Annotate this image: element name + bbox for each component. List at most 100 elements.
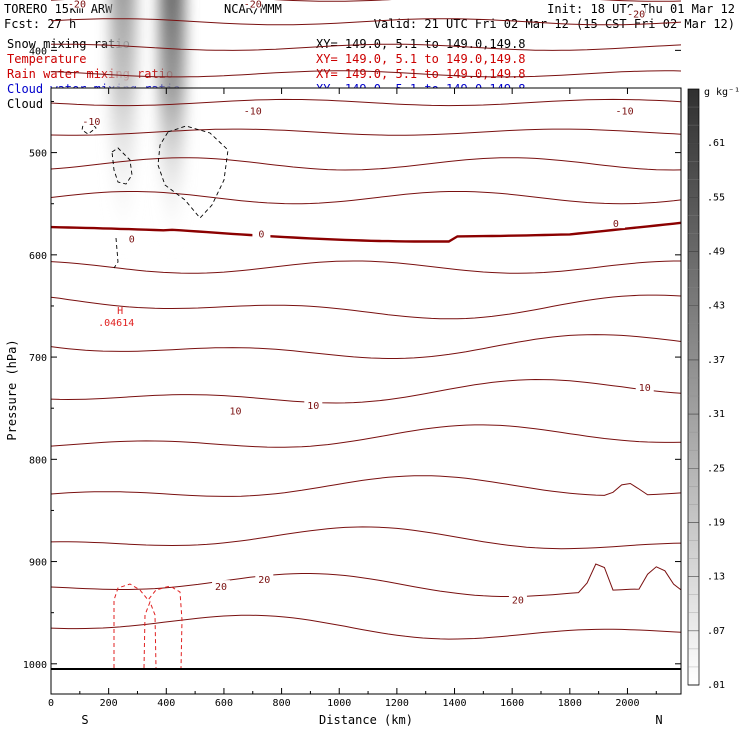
- isotherm-label-bg: [226, 404, 245, 416]
- isotherm: [50, 98, 682, 107]
- y-tick-label: 500: [29, 149, 47, 160]
- x-tick-label: 1000: [327, 698, 351, 709]
- isotherm-label-bg: [243, 104, 262, 116]
- axes: 0200400600800100012001400160018002000200…: [23, 46, 681, 709]
- ice-contour: [157, 125, 229, 219]
- colorbar-label: .31: [707, 409, 725, 420]
- colorbar-label: .61: [707, 138, 725, 149]
- x-tick-label: 800: [273, 698, 291, 709]
- isotherm-label-bg: [252, 227, 271, 239]
- valid-time: Valid: 21 UTC Fri 02 Mar 12 (15 CST Fri …: [374, 17, 735, 31]
- center-name: NCAR/MMM: [224, 2, 282, 16]
- y-tick-label: 600: [29, 251, 47, 262]
- y-tick-label: 900: [29, 558, 47, 569]
- isotherm-label: -10: [616, 107, 634, 118]
- snow-column: [159, 0, 186, 255]
- forecast-hour: Fcst: 27 h: [4, 17, 76, 31]
- y-axis-label: Pressure (hPa): [5, 339, 19, 440]
- isotherm-label-bg: [67, 0, 86, 9]
- contour-labels: -30-30-20-20-20-10-10-10000101010202020H…: [67, 0, 654, 606]
- x-tick-label: 1200: [385, 698, 409, 709]
- y-tick-label: 1000: [23, 660, 47, 671]
- colorbar-unit: g kg⁻¹: [704, 87, 740, 98]
- colorbar-label: .13: [707, 572, 725, 583]
- legend-field-xy: XY= 149.0, 5.1 to 149.0,149.8: [316, 52, 526, 66]
- isotherm-label-bg: [635, 380, 654, 392]
- isotherm-label: 20: [258, 575, 270, 586]
- isotherm: [50, 424, 682, 448]
- isotherm-label-bg: [82, 114, 101, 126]
- colorbar-ramp: [687, 88, 700, 686]
- maximum-value: .04614: [98, 318, 134, 329]
- plot-frame: [50, 87, 682, 695]
- isotherm-label: -20: [627, 10, 645, 21]
- colorbar-label: .25: [707, 463, 725, 474]
- x-tick-label: 400: [157, 698, 175, 709]
- x-tick-label: 1600: [500, 698, 524, 709]
- ice-contour: [111, 147, 133, 185]
- isotherm-label: 10: [639, 383, 651, 394]
- x-tick-label: 2000: [615, 698, 639, 709]
- isotherm: [50, 43, 682, 51]
- isotherm: [50, 260, 681, 274]
- isotherm-label-bg: [212, 580, 231, 592]
- header: TORERO 15km ARW NCAR/MMM Init: 18 UTC Th…: [4, 2, 735, 31]
- legend-field-label: Temperature: [7, 52, 86, 66]
- x-tick-label: 1800: [558, 698, 582, 709]
- colorbar-label: .19: [707, 517, 725, 528]
- rain-contour: [143, 600, 157, 669]
- isotherm: [50, 128, 682, 136]
- isotherm: [50, 294, 682, 320]
- isotherm: [50, 70, 682, 78]
- isotherm-label-bg: [606, 217, 625, 229]
- cloud-ice-contours: [81, 120, 229, 269]
- isotherm: [50, 475, 682, 497]
- model-title: TORERO 15km ARW: [4, 2, 113, 16]
- isotherm-label: 0: [613, 219, 619, 230]
- isotherm-label: 10: [307, 401, 319, 412]
- isotherm-label: 10: [229, 406, 241, 417]
- ice-contour: [113, 237, 119, 269]
- colorbar-label: .01: [707, 680, 725, 691]
- isotherm-label: 20: [215, 582, 227, 593]
- x-tick-label: 200: [100, 698, 118, 709]
- isotherm: [50, 157, 682, 171]
- isotherm: [50, 378, 682, 404]
- x-tick-label: 0: [48, 698, 54, 709]
- colorbar: g kg⁻¹ .01 .07 .13 .19 .25 .31 .37 .43 .49 .55 .61: [687, 87, 740, 691]
- south-label: S: [81, 713, 88, 727]
- ice-contour: [81, 120, 97, 135]
- isotherm-label-bg: [243, 0, 262, 9]
- isotherm: [50, 334, 682, 359]
- x-axis-label: Distance (km): [319, 713, 413, 727]
- y-tick-label: 400: [29, 46, 47, 57]
- isotherm-label-bg: [615, 104, 634, 116]
- x-tick-label: 600: [215, 698, 233, 709]
- isotherm-label-bg: [627, 7, 646, 19]
- isotherm-label: -20: [68, 0, 86, 10]
- y-tick-label: 800: [29, 455, 47, 466]
- isotherms: [50, 0, 682, 640]
- isotherm: [50, 526, 682, 550]
- isotherm-zero: [50, 221, 682, 243]
- isotherm: [50, 18, 682, 26]
- north-label: N: [655, 713, 662, 727]
- isotherm: [50, 0, 682, 2]
- maximum-marker: H: [117, 306, 123, 317]
- isotherm-label-bg: [255, 572, 274, 584]
- isotherm-label: -10: [82, 117, 100, 128]
- colorbar-label: .55: [707, 192, 725, 203]
- isotherm-label: -10: [244, 107, 262, 118]
- isotherm-label-bg: [508, 593, 527, 605]
- isotherm: [50, 191, 682, 205]
- colorbar-label: .43: [707, 301, 725, 312]
- isotherm: [50, 614, 682, 640]
- colorbar-label: .49: [707, 247, 725, 258]
- y-tick-label: 700: [29, 353, 47, 364]
- rain-contours: [113, 583, 183, 669]
- isotherm-label-bg: [304, 399, 323, 411]
- isotherm-label: 20: [512, 595, 524, 606]
- isotherm: [50, 563, 682, 597]
- x-tick-label: 1400: [442, 698, 466, 709]
